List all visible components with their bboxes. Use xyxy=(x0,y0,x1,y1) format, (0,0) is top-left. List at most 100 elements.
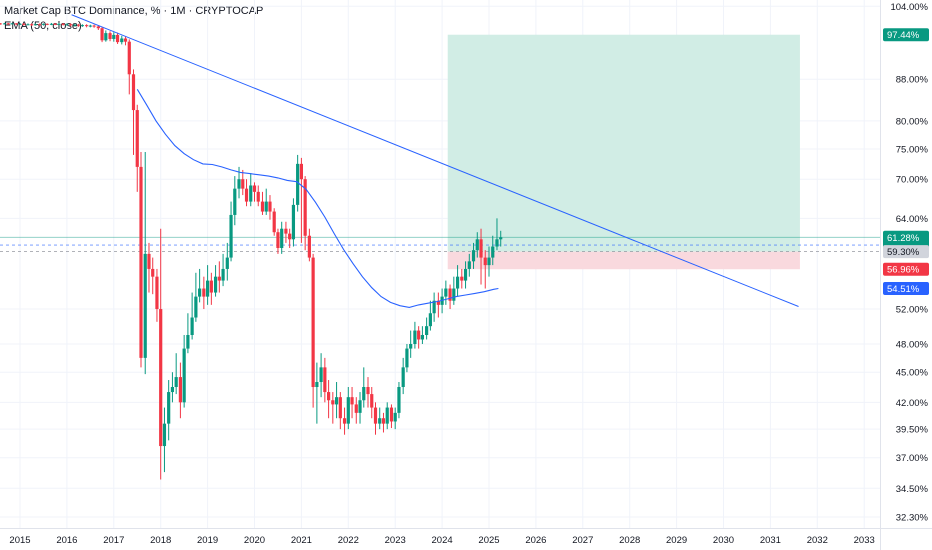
candle-body xyxy=(206,280,210,297)
candle-body xyxy=(30,24,34,26)
time-tick-label: 2029 xyxy=(666,535,687,546)
price-tick-label: 39.50% xyxy=(896,425,929,436)
candle-body xyxy=(202,288,206,297)
time-tick-label: 2026 xyxy=(525,535,546,546)
candle-body xyxy=(127,41,131,75)
price-badge xyxy=(883,281,929,295)
price-badge xyxy=(883,28,929,42)
candle-body xyxy=(362,387,366,401)
candle-body xyxy=(225,257,229,269)
candle-body xyxy=(354,404,358,413)
price-tick-label: 88.00% xyxy=(896,75,929,86)
price-tick-label: 45.00% xyxy=(896,368,929,379)
candle-body xyxy=(370,394,374,408)
candle-body xyxy=(41,23,46,25)
candle-body xyxy=(413,330,417,345)
time-tick-label: 2018 xyxy=(150,535,171,546)
candle-body xyxy=(389,407,394,422)
candle-body xyxy=(123,38,128,42)
candle-body xyxy=(229,214,233,258)
candle-body xyxy=(401,367,405,388)
price-tick-label: 70.00% xyxy=(896,175,929,186)
price-tick-label: 52.00% xyxy=(896,305,929,316)
candle-body xyxy=(463,268,468,281)
candle-body xyxy=(280,228,284,248)
price-badge-text: 54.51% xyxy=(887,284,920,295)
candle-body xyxy=(436,300,440,305)
price-tick-label: 32.30% xyxy=(896,513,929,524)
price-badge xyxy=(883,262,929,276)
candle-body xyxy=(307,235,311,258)
candle-body xyxy=(460,276,464,281)
candle-body xyxy=(284,228,288,234)
candle-body xyxy=(378,418,382,424)
candle-body xyxy=(131,74,136,111)
candle-body xyxy=(346,397,350,424)
candle-body xyxy=(260,201,265,212)
candle-body xyxy=(217,276,221,281)
candle-body xyxy=(186,334,190,349)
candle-body xyxy=(65,24,69,26)
candle-body xyxy=(2,23,7,25)
candle-body xyxy=(73,24,77,26)
candle-body xyxy=(162,423,167,447)
profit-zone xyxy=(447,34,800,252)
price-lines xyxy=(0,236,880,253)
candle-body xyxy=(84,25,89,27)
ema-line xyxy=(136,89,499,308)
candle-body xyxy=(14,23,18,25)
candle-body xyxy=(10,23,14,25)
candle-body xyxy=(241,179,245,189)
candle-body xyxy=(6,23,10,25)
candle-body xyxy=(327,392,331,401)
candle-body xyxy=(45,23,49,25)
candle-body xyxy=(88,25,92,27)
candle-body xyxy=(471,250,476,262)
candle-body xyxy=(182,348,186,403)
time-tick-label: 2022 xyxy=(338,535,359,546)
time-tick-label: 2028 xyxy=(619,535,640,546)
candle-body xyxy=(323,367,327,393)
candle-body xyxy=(237,179,241,189)
candle-body xyxy=(221,268,225,281)
candle-body xyxy=(143,253,147,358)
price-badge-text: 56.96% xyxy=(887,265,920,276)
candle-body xyxy=(112,34,116,39)
candle-body xyxy=(33,24,38,26)
chart-title: Market Cap BTC Dominance, % · 1M · CRYPT… xyxy=(4,5,264,17)
candle-body xyxy=(432,300,436,314)
candle-body xyxy=(209,280,213,293)
candle-body xyxy=(198,288,202,297)
time-tick-label: 2020 xyxy=(244,535,265,546)
time-tick-label: 2023 xyxy=(385,535,406,546)
candle-body xyxy=(26,24,30,26)
time-axis[interactable]: 2015 2016 2017 2018 2019 2020 2021 2022 2023 2024… xyxy=(0,528,932,547)
time-tick-label: 2016 xyxy=(56,535,77,546)
candle-body xyxy=(272,211,276,233)
candle-body xyxy=(252,185,257,192)
candle-body xyxy=(483,257,487,266)
candle-body xyxy=(428,313,432,327)
time-tick-label: 2015 xyxy=(9,535,30,546)
candle-body xyxy=(178,377,182,403)
candle-body xyxy=(393,412,397,422)
candle-body xyxy=(194,296,198,318)
candle-body xyxy=(319,367,323,383)
price-tick-label: 37.00% xyxy=(896,453,929,464)
candle-body xyxy=(22,23,26,25)
candle-body xyxy=(276,232,280,248)
time-tick-label: 2031 xyxy=(760,535,781,546)
candle-body xyxy=(18,23,22,25)
price-badge-text: 61.28% xyxy=(887,233,920,244)
time-tick-label: 2025 xyxy=(478,535,499,546)
candle-body xyxy=(0,23,2,25)
candle-body xyxy=(296,163,300,205)
candle-body xyxy=(499,237,503,240)
candle-body xyxy=(417,330,421,340)
candle-body xyxy=(358,400,362,413)
price-badge xyxy=(883,245,929,259)
price-tick-label: 64.00% xyxy=(896,214,929,225)
candle-body xyxy=(57,23,61,25)
candle-body xyxy=(135,110,139,167)
